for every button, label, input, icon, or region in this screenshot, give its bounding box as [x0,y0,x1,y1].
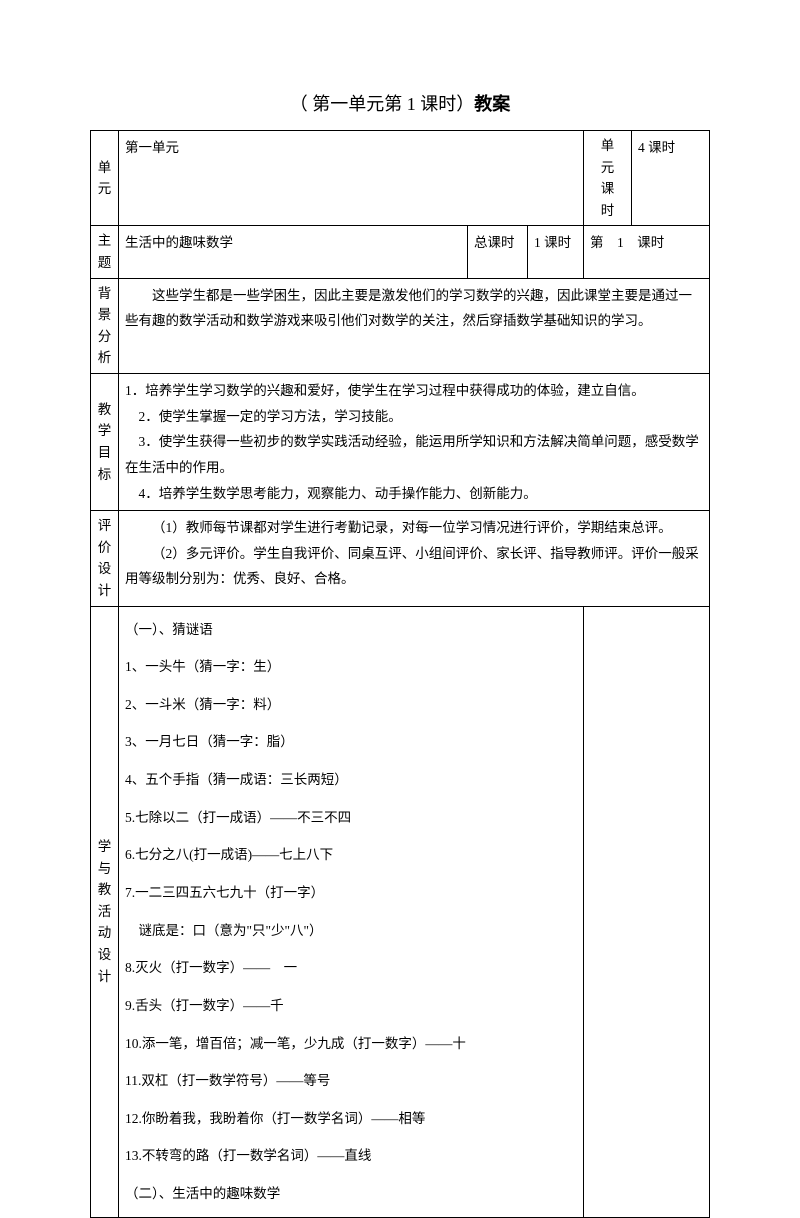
label-topic: 主题 [91,226,119,278]
act-item: 谜底是：口（意为"只"少"八"） [125,912,577,950]
page-title: （ 第一单元第 1 课时）教案 [90,90,710,116]
eval-1: （1）教师每节课都对学生进行考勤记录，对每一位学习情况进行评价，学期结束总评。 [125,515,703,541]
cell-unit-value: 第一单元 [119,131,584,226]
title-bold: 教案 [474,94,510,114]
goal-4: 4．培养学生数学思考能力，观察能力、动手操作能力、创新能力。 [125,481,703,507]
title-prefix: （ 第一单元第 1 课时） [290,94,475,114]
act-item: 13.不转弯的路（打一数学名词）——直线 [125,1137,577,1175]
act-heading-2: （二）、生活中的趣味数学 [125,1175,577,1213]
label-eval: 评价设计 [91,511,119,606]
page: （ 第一单元第 1 课时）教案 单元 第一单元 单元课时 4 课时 主题 生活中… [0,0,800,1132]
cell-eval-text: （1）教师每节课都对学生进行考勤记录，对每一位学习情况进行评价，学期结束总评。 … [119,511,710,606]
act-item: 10.添一笔，增百倍；减一笔，少九成（打一数字）——十 [125,1025,577,1063]
row-goals: 教学目标 1．培养学生学习数学的兴趣和爱好，使学生在学习过程中获得成功的体验，建… [91,373,710,510]
cell-activities-text: （一）、猜谜语 1、一头牛（猜一字：生） 2、一斗米（猜一字：料） 3、一月七日… [119,606,584,1217]
cell-topic-value: 生活中的趣味数学 [119,226,468,278]
goal-2: 2．使学生掌握一定的学习方法，学习技能。 [125,404,703,430]
label-unit: 单元 [91,131,119,226]
row-unit: 单元 第一单元 单元课时 4 课时 [91,131,710,226]
cell-activities-notes [584,606,710,1217]
label-goals: 教学目标 [91,373,119,510]
goal-1: 1．培养学生学习数学的兴趣和爱好，使学生在学习过程中获得成功的体验，建立自信。 [125,378,703,404]
cell-goals-text: 1．培养学生学习数学的兴趣和爱好，使学生在学习过程中获得成功的体验，建立自信。 … [119,373,710,510]
cell-current-period: 第 1 课时 [584,226,710,278]
act-heading-1: （一）、猜谜语 [125,611,577,649]
act-item: 9.舌头（打一数字）——千 [125,987,577,1025]
act-item: 2、一斗米（猜一字：料） [125,686,577,724]
act-item: 4、五个手指（猜一成语：三长两短） [125,761,577,799]
row-activities: 学与教活动设计 （一）、猜谜语 1、一头牛（猜一字：生） 2、一斗米（猜一字：料… [91,606,710,1217]
label-total-period: 总课时 [467,226,527,278]
act-item: 3、一月七日（猜一字：脂） [125,723,577,761]
act-item: 7.一二三四五六七九十（打一字） [125,874,577,912]
act-item: 8.灭火（打一数字）—— 一 [125,949,577,987]
row-topic: 主题 生活中的趣味数学 总课时 1 课时 第 1 课时 [91,226,710,278]
row-eval: 评价设计 （1）教师每节课都对学生进行考勤记录，对每一位学习情况进行评价，学期结… [91,511,710,606]
label-unit-period: 单元课时 [584,131,632,226]
act-item: 6.七分之八(打一成语)——七上八下 [125,836,577,874]
cell-background-text: 这些学生都是一些学困生，因此主要是激发他们的学习数学的兴趣，因此课堂主要是通过一… [119,278,710,373]
cell-total-period-value: 1 课时 [527,226,583,278]
lesson-plan-table: 单元 第一单元 单元课时 4 课时 主题 生活中的趣味数学 总课时 1 课时 第… [90,130,710,1218]
act-item: 11.双杠（打一数学符号）——等号 [125,1062,577,1100]
goal-3: 3．使学生获得一些初步的数学实践活动经验，能运用所学知识和方法解决简单问题，感受… [125,429,703,480]
act-item: 1、一头牛（猜一字：生） [125,648,577,686]
cell-unit-period-value: 4 课时 [632,131,710,226]
label-background: 背景分析 [91,278,119,373]
label-activities: 学与教活动设计 [91,606,119,1217]
act-item: 5.七除以二（打一成语）——不三不四 [125,799,577,837]
eval-2: （2）多元评价。学生自我评价、同桌互评、小组间评价、家长评、指导教师评。评价一般… [125,541,703,592]
row-background: 背景分析 这些学生都是一些学困生，因此主要是激发他们的学习数学的兴趣，因此课堂主… [91,278,710,373]
